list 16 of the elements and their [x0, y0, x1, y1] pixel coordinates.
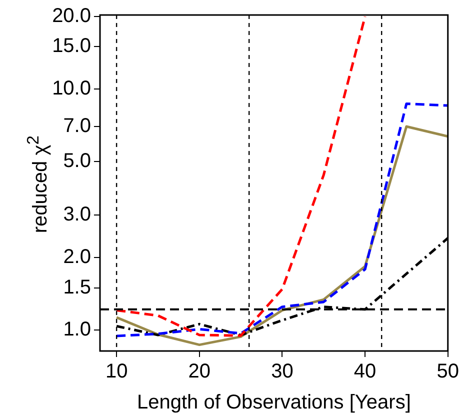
y-tick-label: 15.0 [52, 35, 91, 58]
x-tick-label: 10 [105, 360, 128, 383]
y-tick-label: 1.0 [63, 318, 91, 341]
y-tick-label: 1.5 [63, 276, 91, 298]
y-tick-label: 2.0 [63, 246, 91, 268]
y-tick-label: 3.0 [63, 204, 91, 226]
x-tick-label: 30 [271, 360, 294, 383]
y-tick-label: 5.0 [63, 150, 91, 172]
y-tick-label: 10.0 [52, 78, 91, 100]
x-tick-label: 50 [436, 360, 459, 383]
x-tick-label: 20 [188, 360, 211, 383]
x-axis-title: Length of Observations [Years] [136, 392, 411, 414]
line-series [115, 15, 366, 337]
x-tick-label: 40 [354, 360, 376, 383]
y-tick-label: 20.0 [52, 5, 91, 28]
y-tick-label: 7.0 [63, 114, 91, 137]
